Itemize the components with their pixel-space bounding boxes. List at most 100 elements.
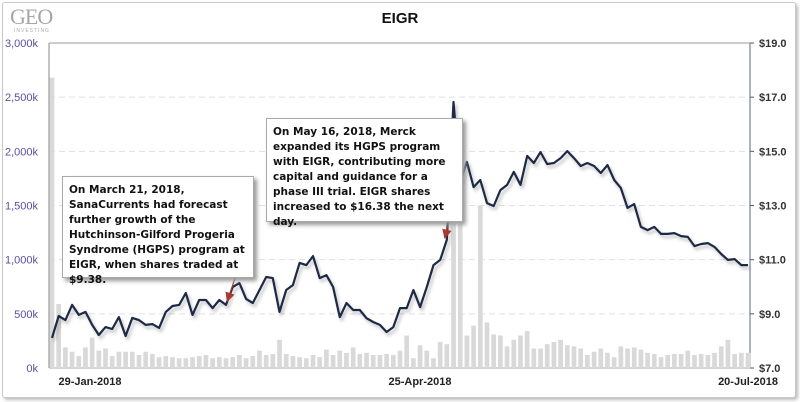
right-axis-tick-label: $9.0: [759, 309, 780, 321]
volume-bar: [317, 357, 323, 368]
volume-bar: [712, 352, 717, 368]
volume-bar: [745, 352, 751, 368]
left-axis-tick-label: 2,000k: [5, 146, 39, 158]
volume-bar: [377, 355, 383, 368]
logo-sub-text: INVESTING: [14, 28, 50, 34]
volume-bar: [390, 355, 396, 368]
volume-bar: [364, 352, 369, 368]
x-axis-tick-label: 20-Jul-2018: [718, 376, 778, 388]
volume-bar: [69, 351, 75, 368]
volume-bar: [370, 355, 376, 368]
volume-bar: [457, 223, 463, 368]
volume-bar: [538, 348, 543, 368]
volume-bar: [658, 357, 664, 368]
volume-bar: [732, 353, 737, 368]
volume-bar: [718, 346, 724, 368]
volume-bar: [551, 342, 557, 368]
volume-bar: [591, 351, 597, 368]
volume-bar: [49, 77, 55, 369]
volume-bar: [190, 357, 195, 368]
volume-bar: [685, 350, 691, 368]
volume-bar: [598, 348, 604, 368]
volume-bar: [384, 353, 389, 368]
volume-bar: [203, 355, 209, 368]
left-axis-tick-label: 2,500k: [5, 92, 39, 104]
volume-bar: [444, 344, 450, 368]
volume-bar: [651, 353, 657, 368]
volume-bar: [417, 345, 423, 368]
volume-bar: [176, 358, 182, 368]
right-axis-tick-label: $15.0: [759, 146, 787, 158]
volume-bar: [692, 355, 697, 368]
volume-bar: [96, 350, 102, 368]
volume-bar: [237, 355, 242, 368]
left-axis-tick-label: 3,000k: [5, 38, 39, 50]
volume-bar: [518, 335, 523, 368]
volume-bar: [303, 358, 309, 368]
volume-bar: [464, 335, 470, 368]
volume-bar: [170, 357, 175, 368]
volume-bar: [618, 346, 624, 368]
right-axis-tick-label: $19.0: [759, 38, 787, 50]
volume-bar: [665, 355, 671, 368]
volume-bar: [196, 356, 202, 368]
volume-bar: [129, 351, 135, 368]
volume-bar: [250, 356, 256, 368]
volume-bar: [437, 342, 443, 368]
volume-bar: [257, 350, 262, 368]
volume-bar: [357, 353, 363, 368]
volume-bar: [277, 339, 282, 368]
right-axis-tick-label: $7.0: [759, 363, 780, 375]
volume-bar: [491, 334, 497, 368]
right-axis-tick-label: $13.0: [759, 201, 787, 213]
volume-bar: [210, 358, 215, 368]
volume-bar: [698, 353, 704, 368]
left-axis-tick-label: 0k: [26, 363, 38, 375]
volume-bar: [738, 352, 744, 368]
volume-bar: [143, 351, 149, 368]
volume-bar: [290, 356, 296, 368]
volume-bar: [638, 349, 644, 368]
volume-bar: [163, 356, 169, 368]
volume-bar: [123, 351, 128, 368]
volume-bar: [297, 357, 302, 368]
volume-bar: [230, 357, 236, 368]
volume-bar: [89, 337, 95, 368]
volume-bar: [451, 223, 456, 368]
chart-title: EIGR: [381, 10, 419, 27]
volume-bar: [103, 348, 108, 368]
left-axis-tick-label: 1,000k: [5, 255, 39, 267]
logo-main-text: GEO: [10, 4, 53, 29]
volume-bar: [330, 355, 336, 368]
volume-bar: [605, 352, 610, 368]
volume-bar: [531, 348, 537, 368]
price-line: [50, 100, 748, 339]
volume-bar: [397, 350, 403, 368]
volume-bar: [350, 347, 356, 368]
volume-bar: [324, 349, 329, 368]
volume-bar: [56, 304, 62, 368]
volume-bar: [243, 358, 249, 368]
volume-bar: [216, 357, 222, 368]
volume-bar: [270, 353, 276, 368]
geo-investing-logo: GEO INVESTING: [10, 6, 58, 36]
volume-bar: [558, 339, 563, 368]
volume-bar: [337, 350, 343, 368]
volume-bar: [411, 358, 416, 368]
x-axis-tick-label: 25-Apr-2018: [389, 376, 452, 388]
volume-bar: [625, 348, 630, 368]
volume-bar: [344, 352, 349, 368]
x-axis-tick-label: 29-Jan-2018: [59, 376, 122, 388]
volume-bar: [83, 347, 88, 368]
volume-bar: [116, 351, 122, 368]
volume-bar: [156, 357, 162, 368]
volume-bar: [183, 358, 189, 368]
volume-bar: [283, 353, 289, 368]
volume-bar: [705, 355, 711, 368]
left-axis-tick-label: 1,500k: [5, 201, 39, 213]
volume-bar: [484, 322, 490, 368]
volume-bar: [611, 357, 617, 368]
volume-bar: [578, 348, 584, 368]
volume-bar: [585, 355, 590, 368]
